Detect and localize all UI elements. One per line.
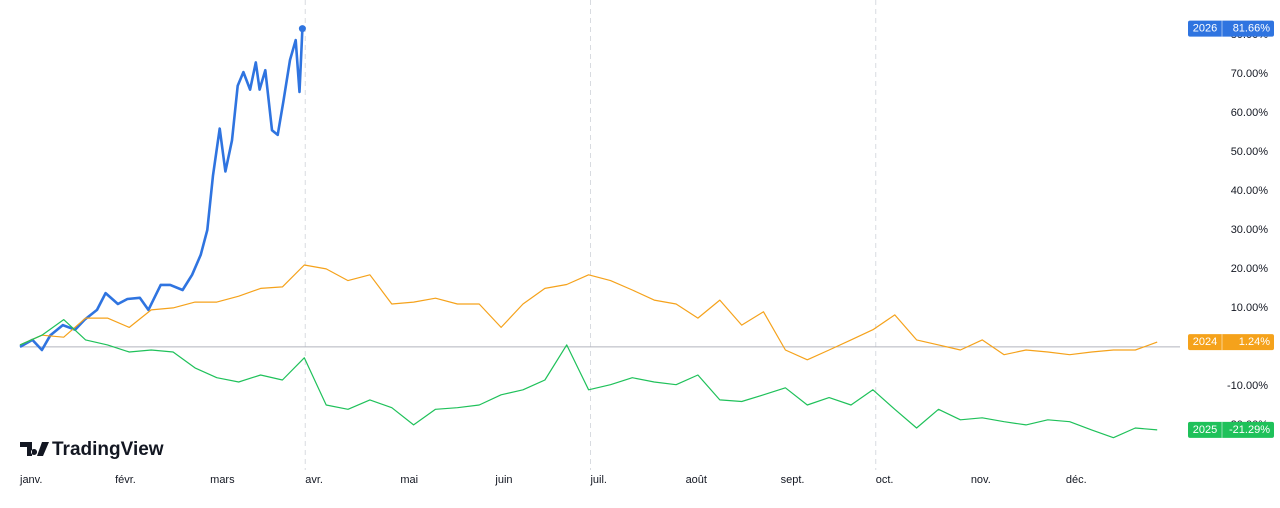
series-line [19,264,1158,361]
x-tick-label: mars [210,474,235,486]
y-tick-label: 30.00% [1231,224,1269,236]
x-tick-label: avr. [305,474,323,486]
badge [1188,334,1274,351]
watermark: TradingView [52,439,164,460]
badge [1188,20,1274,37]
logo-icon [20,442,49,456]
x-tick-label: nov. [971,474,991,486]
x-tick-label: janv. [19,474,42,486]
badge [1188,421,1274,438]
x-tick-label: févr. [115,474,136,486]
y-tick-label: -10.00% [1227,380,1268,392]
legend-label: 2024 [1193,336,1217,348]
x-tick-label: oct. [876,474,894,486]
y-tick-label: 70.00% [1231,68,1269,80]
end-point [298,25,306,33]
x-tick-label: déc. [1066,474,1087,486]
x-tick-label: mai [400,474,418,486]
series-line [19,28,304,352]
x-tick-label: août [686,474,707,486]
y-tick-label: 20.00% [1231,263,1269,275]
y-tick-label: 10.00% [1231,302,1269,314]
legend-label: 2026 [1193,23,1217,35]
value-label: 81.66% [1233,23,1271,35]
value-label: 1.24% [1239,336,1270,348]
logo: TradingView [20,439,164,460]
series-line [19,319,1158,439]
y-tick-label: 60.00% [1231,107,1269,119]
y-tick-label: 40.00% [1231,185,1269,197]
x-tick-label: sept. [781,474,805,486]
value-label: -21.29% [1229,424,1270,436]
legend-label: 2025 [1193,424,1217,436]
x-tick-label: juin [494,474,512,486]
y-tick-label: 50.00% [1231,146,1269,158]
x-tick-label: juil. [589,474,607,486]
